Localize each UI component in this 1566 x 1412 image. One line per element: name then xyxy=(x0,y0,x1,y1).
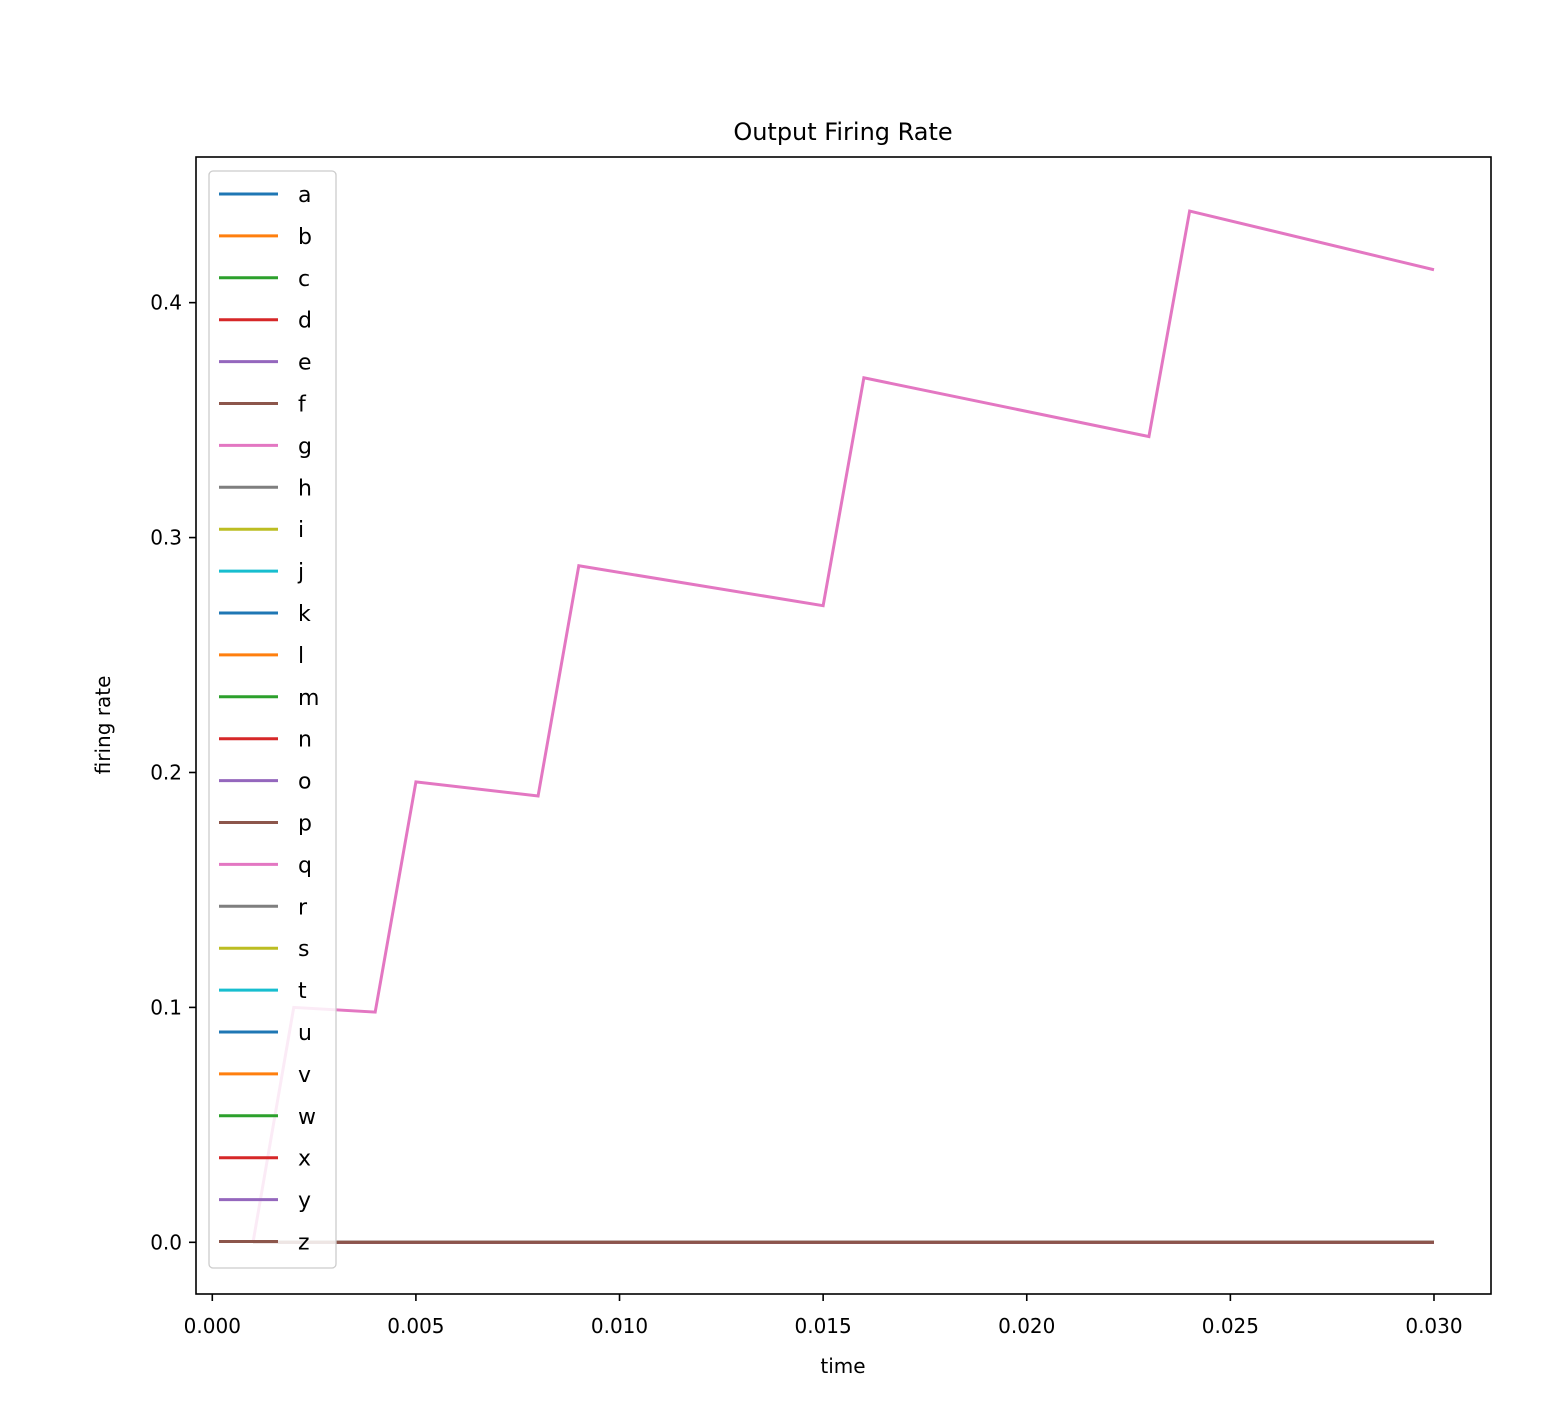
legend-label-w: w xyxy=(298,1105,316,1130)
legend-box xyxy=(208,170,337,1269)
y-axis-label: firing rate xyxy=(91,676,115,775)
legend-label-e: e xyxy=(298,351,312,376)
legend-label-b: b xyxy=(298,225,312,250)
legend-label-d: d xyxy=(298,309,312,334)
chart-title: Output Firing Rate xyxy=(733,118,952,146)
x-tick-label: 0.020 xyxy=(998,1314,1055,1338)
legend-label-k: k xyxy=(298,602,311,627)
legend-label-h: h xyxy=(298,476,312,501)
legend-label-x: x xyxy=(298,1147,311,1172)
x-tick-label: 0.000 xyxy=(184,1314,241,1338)
x-tick-label: 0.005 xyxy=(387,1314,444,1338)
x-axis: 0.000 0.005 0.010 0.015 0.020 0.025 0.030 xyxy=(184,1294,1463,1338)
y-tick-label: 0.0 xyxy=(150,1230,182,1254)
legend-label-l: l xyxy=(298,644,304,669)
legend-label-i: i xyxy=(298,518,304,543)
x-tick-label: 0.010 xyxy=(591,1314,648,1338)
y-tick-label: 0.2 xyxy=(150,760,182,784)
legend-label-q: q xyxy=(298,853,312,878)
legend-label-u: u xyxy=(298,1021,312,1046)
legend-label-o: o xyxy=(298,770,311,795)
legend-label-m: m xyxy=(298,686,319,711)
legend-label-y: y xyxy=(298,1189,311,1214)
legend-label-v: v xyxy=(298,1063,311,1088)
legend-label-t: t xyxy=(298,979,307,1004)
legend-label-a: a xyxy=(298,183,311,208)
series-line-g xyxy=(251,209,1435,1243)
y-axis: 0.0 0.1 0.2 0.3 0.4 xyxy=(150,291,196,1254)
series-layer xyxy=(251,209,1435,1244)
y-tick-label: 0.3 xyxy=(150,526,182,550)
x-tick-label: 0.015 xyxy=(795,1314,852,1338)
y-tick-label: 0.4 xyxy=(150,291,182,315)
y-tick-label: 0.1 xyxy=(150,995,182,1019)
legend-label-p: p xyxy=(298,812,312,837)
legend-label-s: s xyxy=(298,937,309,962)
legend-label-g: g xyxy=(298,434,312,459)
x-tick-label: 0.025 xyxy=(1202,1314,1259,1338)
legend-label-z: z xyxy=(298,1231,310,1256)
legend-label-j: j xyxy=(297,560,304,585)
x-tick-label: 0.030 xyxy=(1405,1314,1462,1338)
legend-label-n: n xyxy=(298,728,312,753)
legend-label-f: f xyxy=(298,393,307,418)
plot-frame xyxy=(195,156,1492,1295)
x-axis-label: time xyxy=(820,1354,865,1378)
legend-label-r: r xyxy=(298,895,308,920)
legend-label-c: c xyxy=(298,267,310,292)
